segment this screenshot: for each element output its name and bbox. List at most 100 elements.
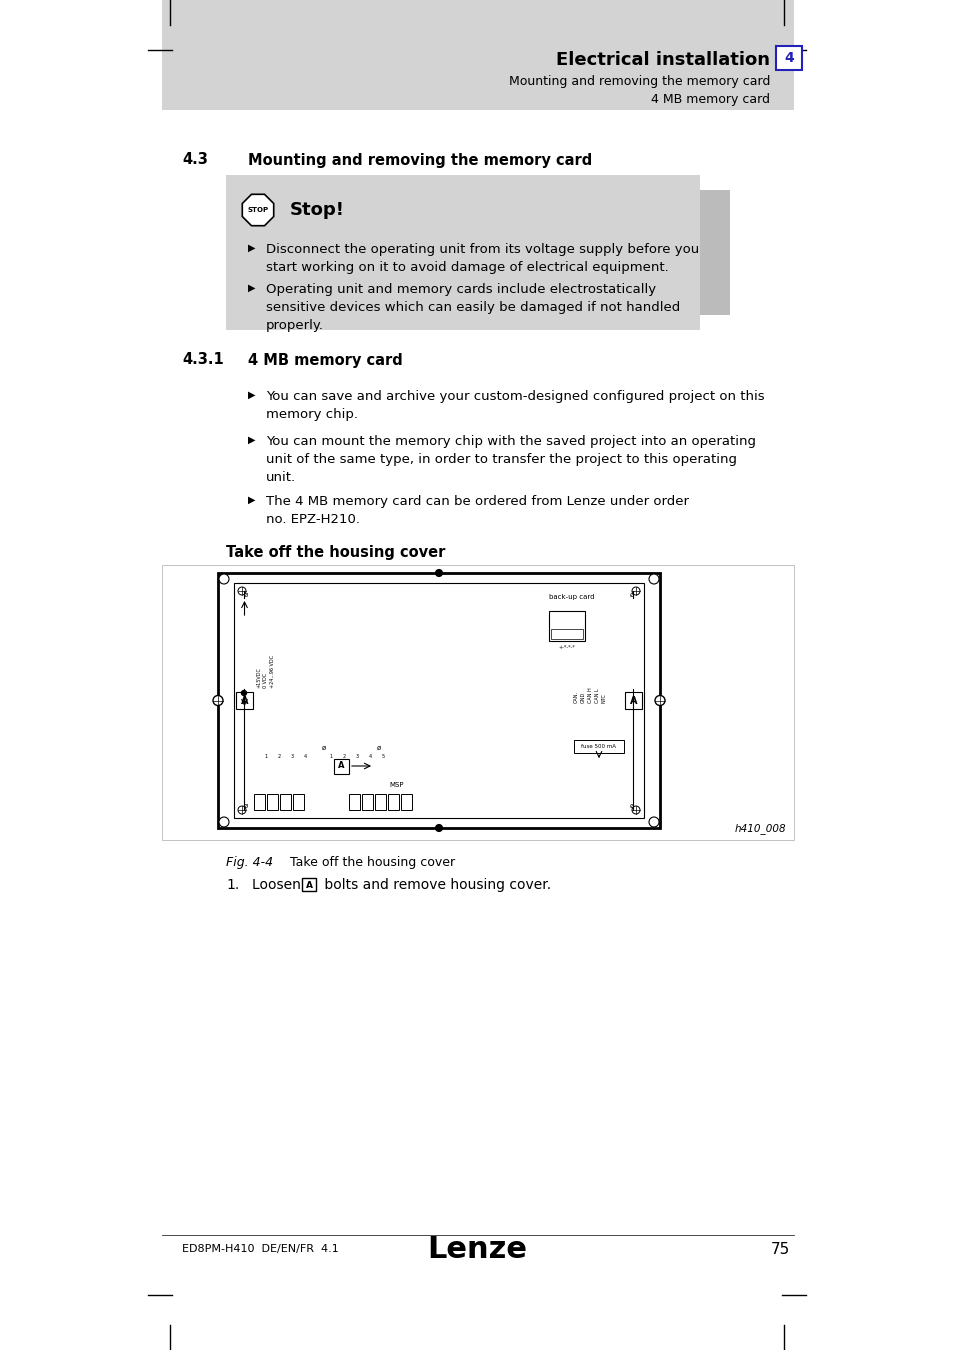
Bar: [302, 878, 315, 891]
Text: MSP: MSP: [389, 782, 403, 788]
Text: no. EPZ-H210.: no. EPZ-H210.: [266, 513, 359, 526]
Text: Disconnect the operating unit from its voltage supply before you: Disconnect the operating unit from its v…: [266, 243, 699, 256]
Text: bolts and remove housing cover.: bolts and remove housing cover.: [319, 878, 551, 892]
Circle shape: [435, 825, 442, 832]
Circle shape: [648, 817, 659, 828]
Bar: [253, 794, 265, 810]
Text: 2: 2: [342, 755, 345, 759]
Text: Operating unit and memory cards include electrostatically: Operating unit and memory cards include …: [266, 284, 656, 296]
Text: A: A: [338, 761, 344, 771]
Text: The 4 MB memory card can be ordered from Lenze under order: The 4 MB memory card can be ordered from…: [266, 495, 688, 508]
Text: 4: 4: [303, 755, 306, 759]
Bar: [233, 583, 643, 818]
Text: fuse 500 mA: fuse 500 mA: [581, 744, 616, 749]
Bar: [775, 46, 801, 70]
Text: 5: 5: [381, 755, 384, 759]
Text: 1: 1: [264, 755, 267, 759]
Circle shape: [237, 587, 246, 595]
Bar: [624, 693, 641, 709]
Text: You can save and archive your custom-designed configured project on this: You can save and archive your custom-des…: [266, 390, 763, 404]
Text: ED8PM-H410  DE/EN/FR  4.1: ED8PM-H410 DE/EN/FR 4.1: [182, 1243, 338, 1254]
Text: You can mount the memory chip with the saved project into an operating: You can mount the memory chip with the s…: [266, 435, 755, 448]
Text: ø: ø: [321, 745, 326, 751]
Text: Mounting and removing the memory card: Mounting and removing the memory card: [248, 153, 592, 167]
Text: +-*-*-*: +-*-*-*: [558, 645, 575, 649]
Text: ø: ø: [244, 593, 248, 598]
Text: Mounting and removing the memory card: Mounting and removing the memory card: [508, 76, 769, 89]
Text: ▶: ▶: [248, 243, 255, 252]
Bar: [226, 176, 700, 329]
Bar: [280, 794, 291, 810]
Text: 3: 3: [355, 755, 358, 759]
Text: A: A: [305, 880, 313, 890]
Bar: [235, 693, 253, 709]
Circle shape: [648, 574, 659, 585]
Bar: [388, 794, 398, 810]
Bar: [218, 572, 659, 828]
Text: ø: ø: [629, 593, 634, 598]
Text: Lenze: Lenze: [427, 1234, 526, 1264]
Text: CAN L: CAN L: [595, 688, 599, 703]
Bar: [551, 629, 582, 639]
Text: 4: 4: [783, 51, 793, 65]
Text: start working on it to avoid damage of electrical equipment.: start working on it to avoid damage of e…: [266, 261, 668, 274]
Text: +15VDC: +15VDC: [255, 667, 261, 688]
Text: ▶: ▶: [248, 495, 255, 505]
Text: 4: 4: [368, 755, 371, 759]
Circle shape: [631, 806, 639, 814]
Bar: [349, 794, 359, 810]
Text: CAN H: CAN H: [587, 687, 593, 703]
Text: h410_008: h410_008: [734, 824, 785, 834]
Bar: [361, 794, 373, 810]
Text: properly.: properly.: [266, 319, 324, 332]
Bar: [162, 566, 793, 840]
Circle shape: [655, 695, 664, 706]
Text: GND: GND: [580, 691, 585, 703]
Circle shape: [219, 817, 229, 828]
Text: 4.3.1: 4.3.1: [182, 352, 224, 367]
Text: Fig. 4-4: Fig. 4-4: [226, 856, 273, 869]
Circle shape: [237, 806, 246, 814]
Text: A: A: [629, 695, 637, 706]
Text: ▶: ▶: [248, 390, 255, 400]
Text: unit.: unit.: [266, 471, 295, 485]
Text: 4.3: 4.3: [182, 153, 208, 167]
Text: 4 MB memory card: 4 MB memory card: [248, 352, 402, 367]
Polygon shape: [242, 194, 274, 225]
Text: 75: 75: [770, 1242, 789, 1257]
Bar: [162, 0, 793, 109]
Bar: [267, 794, 277, 810]
Text: 4 MB memory card: 4 MB memory card: [650, 93, 769, 107]
Text: CAN.: CAN.: [574, 691, 578, 703]
Text: unit of the same type, in order to transfer the project to this operating: unit of the same type, in order to trans…: [266, 454, 737, 466]
Text: 2: 2: [277, 755, 280, 759]
Circle shape: [213, 695, 223, 706]
Circle shape: [631, 587, 639, 595]
Text: sensitive devices which can easily be damaged if not handled: sensitive devices which can easily be da…: [266, 301, 679, 315]
Text: NTC: NTC: [601, 693, 606, 703]
Text: back-up card: back-up card: [548, 594, 594, 599]
Text: ▶: ▶: [248, 435, 255, 446]
Text: +24...96 VDC: +24...96 VDC: [270, 655, 274, 688]
Text: Take off the housing cover: Take off the housing cover: [226, 545, 445, 560]
Bar: [375, 794, 386, 810]
Text: 1.: 1.: [226, 878, 239, 892]
Circle shape: [435, 570, 442, 576]
Bar: [548, 612, 584, 641]
Circle shape: [219, 574, 229, 585]
Text: memory chip.: memory chip.: [266, 408, 357, 421]
Bar: [574, 740, 623, 753]
Text: 1: 1: [329, 755, 333, 759]
Circle shape: [241, 690, 246, 695]
Bar: [400, 794, 412, 810]
Text: A: A: [240, 695, 248, 706]
Text: Loosen: Loosen: [252, 878, 305, 892]
Text: ø: ø: [376, 745, 381, 751]
Text: ø: ø: [629, 803, 634, 809]
Text: STOP: STOP: [247, 207, 269, 213]
Text: 0 VDC: 0 VDC: [263, 672, 268, 688]
Text: Stop!: Stop!: [290, 201, 345, 219]
Bar: [293, 794, 304, 810]
Text: 3: 3: [290, 755, 294, 759]
Text: ø: ø: [244, 803, 248, 809]
